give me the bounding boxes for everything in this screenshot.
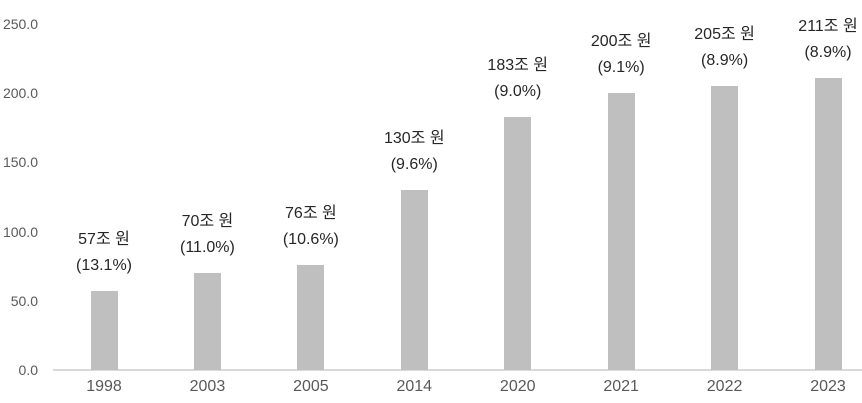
data-label-percent: (11.0%) — [180, 239, 235, 257]
x-axis-tick-label: 2003 — [189, 378, 226, 395]
y-axis-tick-label: 200.0 — [2, 85, 38, 102]
data-label-value: 200조 원 — [590, 33, 652, 51]
data-label-percent: (9.0%) — [494, 82, 542, 100]
bar-2014 — [400, 190, 428, 370]
data-label-percent: (8.9%) — [701, 52, 749, 70]
x-axis-tick-label: 1998 — [86, 378, 122, 395]
data-label-percent: (9.1%) — [597, 59, 645, 77]
data-label-1998: 57조 원 (13.1%) — [76, 227, 132, 279]
x-axis-line — [53, 369, 862, 371]
data-label-2014: 130조 원 (9.6%) — [384, 126, 445, 178]
data-label-2022: 205조 원 (8.9%) — [694, 22, 755, 74]
bar-2003 — [193, 273, 221, 370]
x-axis-tick-label: 2014 — [396, 378, 433, 395]
y-axis-tick-label: 100.0 — [2, 223, 38, 240]
data-label-percent: (10.6%) — [282, 230, 339, 248]
data-label-value: 130조 원 — [383, 130, 445, 148]
x-axis-tick-label: 2022 — [706, 378, 743, 395]
data-label-value: 70조 원 — [181, 213, 234, 231]
x-axis-tick-label: 2023 — [810, 378, 846, 395]
data-label-value: 211조 원 — [798, 17, 858, 35]
y-axis-tick-label: 150.0 — [2, 154, 38, 171]
data-label-2020: 183조 원 (9.0%) — [487, 53, 548, 105]
data-label-percent: (8.9%) — [804, 43, 852, 61]
data-label-value: 183조 원 — [487, 56, 549, 74]
x-axis-tick-label: 2021 — [603, 378, 639, 395]
data-label-2023: 211조 원 (8.9%) — [798, 14, 857, 66]
data-label-value: 205조 원 — [694, 26, 755, 44]
data-label-2021: 200조 원 (9.1%) — [591, 29, 652, 81]
y-axis-tick-label: 250.0 — [2, 16, 38, 32]
y-axis-tick-label: 0.0 — [18, 362, 38, 378]
bar-2022 — [711, 86, 739, 370]
bar-2021 — [607, 93, 635, 370]
x-axis-tick-label: 2020 — [499, 378, 536, 395]
bar-2005 — [297, 264, 325, 370]
data-label-2003: 70조 원 (11.0%) — [180, 209, 235, 261]
data-label-value: 57조 원 — [78, 231, 130, 249]
x-axis-tick-label: 2005 — [293, 378, 329, 395]
data-label-percent: (13.1%) — [75, 257, 133, 275]
bar-2020 — [504, 116, 532, 370]
data-label-2005: 76조 원 (10.6%) — [283, 201, 339, 253]
data-label-percent: (9.6%) — [390, 156, 438, 174]
data-label-value: 76조 원 — [285, 204, 337, 222]
y-axis-tick-label: 50.0 — [10, 292, 38, 309]
bar-1998 — [90, 291, 118, 370]
bar-2023 — [814, 77, 842, 370]
